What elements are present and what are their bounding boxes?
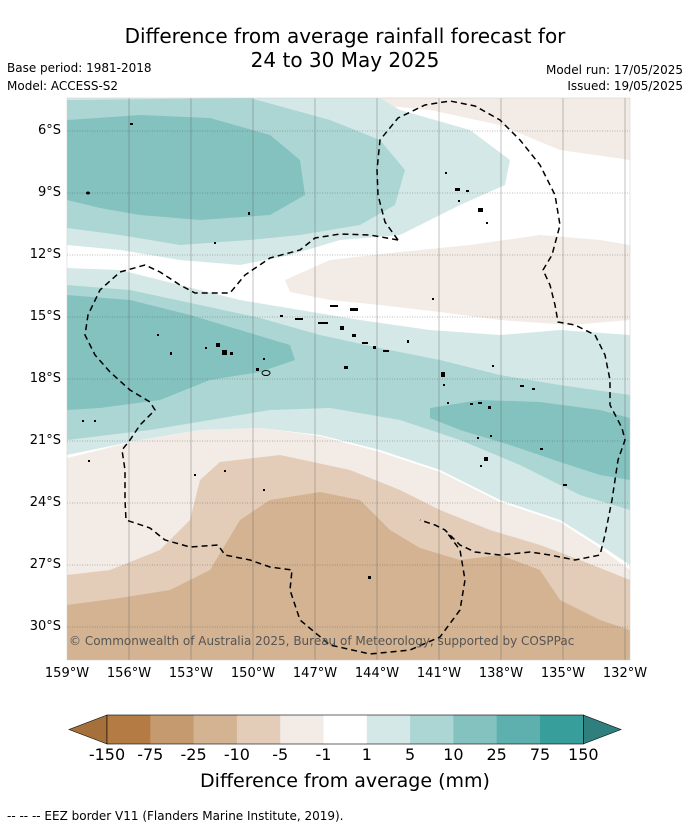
copyright-notice: © Commonwealth of Australia 2025, Bureau… <box>69 634 575 648</box>
colorbar-frame <box>106 714 584 745</box>
lat-label: 21°S <box>29 433 61 448</box>
colorbar-tick-label: 150 <box>568 745 599 764</box>
colorbar-tick-label: -5 <box>272 745 289 764</box>
colorbar-tick-label: -25 <box>180 745 207 764</box>
colorbar-tick-label: 10 <box>443 745 464 764</box>
band-middle-dark-teal-west <box>67 295 295 410</box>
title-line-1: Difference from average rainfall forecas… <box>124 24 566 48</box>
model-run: Model run: 17/05/2025 <box>545 63 683 77</box>
colorbar-tick-label: -150 <box>88 745 126 764</box>
lat-label: 12°S <box>29 247 61 262</box>
colorbar <box>68 714 622 745</box>
colorbar-tick-label: -10 <box>223 745 250 764</box>
issued-date: Issued: 19/05/2025 <box>567 79 683 93</box>
band-top-tan <box>380 98 630 160</box>
colorbar-swatch <box>540 715 584 744</box>
lon-label: 135°W <box>540 666 586 681</box>
lon-label: 138°W <box>478 666 524 681</box>
colorbar-swatch <box>236 715 281 744</box>
base-period: Base period: 1981-2018 <box>7 61 152 75</box>
colorbar-swatch <box>410 715 454 744</box>
colorbar-extend-high <box>583 714 622 745</box>
band-top-dark-teal <box>67 115 305 220</box>
lat-label: 24°S <box>29 495 61 510</box>
lat-label: 30°S <box>29 619 61 634</box>
lon-label: 141°W <box>416 666 462 681</box>
lat-label: 27°S <box>29 557 61 572</box>
band-lower-left-pale <box>110 448 150 500</box>
eez-borders <box>84 100 626 655</box>
band-central-tan <box>285 235 630 325</box>
colorbar-swatch <box>150 715 194 744</box>
lon-label: 150°W <box>230 666 276 681</box>
lon-label: 159°W <box>44 666 90 681</box>
colorbar-tick-label: 5 <box>405 745 416 764</box>
colorbar-tick-label: 25 <box>486 745 507 764</box>
colorbar-tick-label: 75 <box>529 745 551 764</box>
lat-label: 6°S <box>37 123 61 138</box>
lon-label: 144°W <box>354 666 400 681</box>
lon-label: 153°W <box>168 666 214 681</box>
lon-label: 156°W <box>106 666 152 681</box>
lat-label: 9°S <box>37 185 61 200</box>
colorbar-title: Difference from average (mm) <box>200 770 490 792</box>
colorbar-swatch <box>496 715 541 744</box>
colorbar-swatch <box>107 715 151 744</box>
colorbar-swatch <box>280 715 324 744</box>
colorbar-tick-label: -1 <box>315 745 332 764</box>
band-middle-dark-teal-east <box>430 400 630 480</box>
colorbar-swatch <box>193 715 238 744</box>
title-line-2: 24 to 30 May 2025 <box>250 48 440 72</box>
colorbar-swatch <box>453 715 498 744</box>
colorbar-extend-low <box>68 714 108 745</box>
lon-label: 147°W <box>292 666 338 681</box>
map-frame <box>66 97 631 661</box>
model-name: Model: ACCESS-S2 <box>7 79 119 93</box>
lat-label: 18°S <box>29 371 61 386</box>
eez-footnote: -- -- -- EEZ border V11 (Flanders Marine… <box>7 809 344 823</box>
islands <box>82 123 567 579</box>
colorbar-swatch <box>323 715 368 744</box>
colorbar-swatch <box>366 715 411 744</box>
colorbar-tick-label: 1 <box>361 745 372 764</box>
band-lower-mid-tan <box>67 492 630 660</box>
lat-label: 15°S <box>29 309 61 324</box>
lon-label: 132°W <box>602 666 648 681</box>
colorbar-tick-label: -75 <box>137 745 164 764</box>
rainfall-bands <box>67 98 630 660</box>
